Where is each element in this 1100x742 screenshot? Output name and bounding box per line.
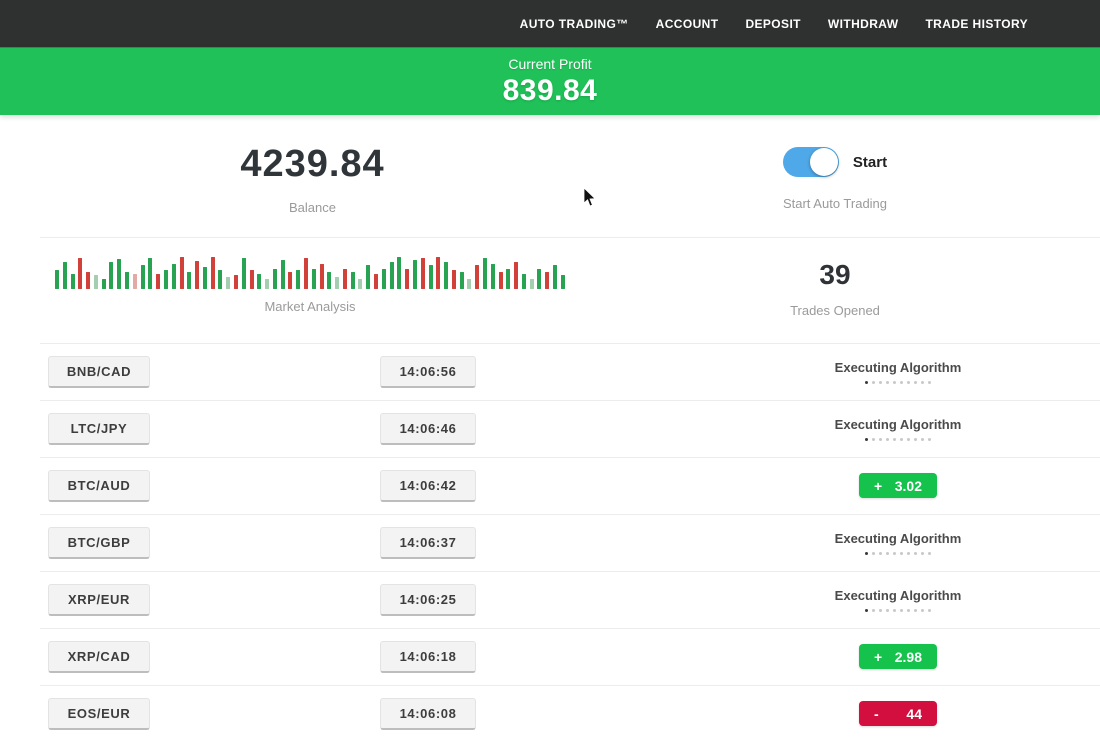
progress-dots bbox=[865, 380, 931, 384]
pair-button[interactable]: LTC/JPY bbox=[48, 412, 150, 445]
time-button[interactable]: 14:06:42 bbox=[380, 469, 476, 502]
balance-section: 4239.84 Balance Start Start Auto Trading bbox=[0, 115, 1100, 237]
pair-button[interactable]: XRP/EUR bbox=[48, 583, 150, 616]
loss-badge: - 44 bbox=[859, 701, 937, 726]
pair-button[interactable]: EOS/EUR bbox=[48, 697, 150, 730]
main-content: 4239.84 Balance Start Start Auto Trading… bbox=[0, 115, 1100, 742]
toggle-caption: Start Auto Trading bbox=[782, 196, 888, 211]
balance-label: Balance bbox=[289, 200, 336, 215]
progress-dots bbox=[865, 608, 931, 612]
top-navbar: AUTO TRADING™ ACCOUNT DEPOSIT WITHDRAW T… bbox=[0, 0, 1100, 47]
executing-label: Executing Algorithm bbox=[834, 416, 962, 432]
nav-trade-history[interactable]: TRADE HISTORY bbox=[925, 16, 1028, 31]
trade-status: + 2.98 bbox=[790, 644, 1006, 669]
trade-status: Executing Algorithm bbox=[790, 417, 1006, 441]
balance-value: 4239.84 bbox=[240, 143, 385, 185]
trades-opened-value: 39 bbox=[819, 259, 851, 290]
pair-button[interactable]: BTC/GBP bbox=[48, 526, 150, 559]
trade-row: XRP/CAD 14:06:18 + 2.98 bbox=[0, 628, 1100, 685]
trades-list: BNB/CAD 14:06:56 Executing Algorithm LTC… bbox=[0, 343, 1100, 742]
market-analysis-label: Market Analysis bbox=[264, 299, 356, 314]
time-button[interactable]: 14:06:46 bbox=[380, 412, 476, 445]
trade-row: XRP/EUR 14:06:25 Executing Algorithm bbox=[0, 571, 1100, 628]
market-analysis-chart bbox=[55, 255, 565, 289]
profit-badge: + 3.02 bbox=[859, 473, 937, 498]
badge-value: 44 bbox=[906, 705, 922, 722]
nav-auto-trading[interactable]: AUTO TRADING™ bbox=[519, 16, 629, 31]
profit-label: Current Profit bbox=[508, 55, 592, 72]
badge-sign: + bbox=[874, 477, 883, 494]
badge-value: 3.02 bbox=[894, 477, 922, 494]
nav-withdraw[interactable]: WITHDRAW bbox=[827, 16, 899, 31]
badge-sign: - bbox=[874, 705, 879, 722]
trade-status: - 44 bbox=[790, 701, 1006, 726]
trade-row: BTC/GBP 14:06:37 Executing Algorithm bbox=[0, 514, 1100, 571]
trade-row: LTC/JPY 14:06:46 Executing Algorithm bbox=[0, 400, 1100, 457]
time-button[interactable]: 14:06:25 bbox=[380, 583, 476, 616]
pair-button[interactable]: BNB/CAD bbox=[48, 355, 150, 388]
pair-button[interactable]: BTC/AUD bbox=[48, 469, 150, 502]
nav-deposit[interactable]: DEPOSIT bbox=[745, 16, 801, 31]
trade-status: + 3.02 bbox=[790, 473, 1006, 498]
profit-value: 839.84 bbox=[502, 73, 598, 107]
progress-dots bbox=[865, 437, 931, 441]
trade-status: Executing Algorithm bbox=[790, 360, 1006, 384]
progress-dots bbox=[865, 551, 931, 555]
profit-badge: + 2.98 bbox=[859, 644, 937, 669]
trade-status: Executing Algorithm bbox=[790, 588, 1006, 612]
badge-value: 2.98 bbox=[894, 648, 922, 665]
pair-button[interactable]: XRP/CAD bbox=[48, 640, 150, 673]
profit-banner: Current Profit 839.84 bbox=[0, 47, 1100, 115]
nav-account[interactable]: ACCOUNT bbox=[655, 16, 719, 31]
trades-opened-label: Trades Opened bbox=[790, 303, 880, 318]
executing-label: Executing Algorithm bbox=[834, 359, 962, 375]
trade-row: BTC/AUD 14:06:42 + 3.02 bbox=[0, 457, 1100, 514]
trade-status: Executing Algorithm bbox=[790, 531, 1006, 555]
trade-row: BNB/CAD 14:06:56 Executing Algorithm bbox=[0, 343, 1100, 400]
toggle-label: Start bbox=[852, 153, 888, 171]
time-button[interactable]: 14:06:18 bbox=[380, 640, 476, 673]
badge-sign: + bbox=[874, 648, 883, 665]
executing-label: Executing Algorithm bbox=[834, 530, 962, 546]
time-button[interactable]: 14:06:08 bbox=[380, 697, 476, 730]
trade-row: EOS/EUR 14:06:08 - 44 bbox=[0, 685, 1100, 742]
toggle-knob bbox=[809, 148, 838, 176]
market-section: Market Analysis 39 Trades Opened bbox=[0, 237, 1100, 343]
executing-label: Executing Algorithm bbox=[834, 587, 962, 603]
time-button[interactable]: 14:06:37 bbox=[380, 526, 476, 559]
auto-trading-toggle[interactable] bbox=[782, 147, 839, 177]
time-button[interactable]: 14:06:56 bbox=[380, 355, 476, 388]
